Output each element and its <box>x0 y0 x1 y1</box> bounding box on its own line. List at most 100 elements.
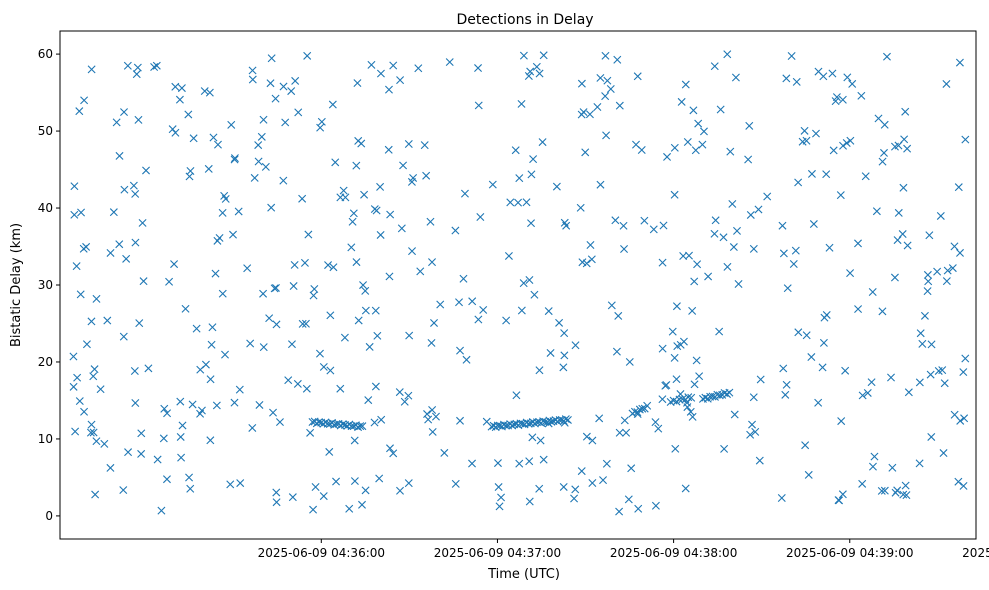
detection-point <box>502 316 511 325</box>
detection-point <box>456 416 465 425</box>
detection-point <box>373 331 382 340</box>
detection-point <box>659 221 668 230</box>
detection-point <box>493 459 502 468</box>
detection-point <box>138 218 147 227</box>
detection-point <box>186 484 195 493</box>
detection-point <box>316 123 325 132</box>
detection-point <box>275 418 284 427</box>
detection-point <box>356 422 365 431</box>
detection-point <box>389 61 398 70</box>
y-tick-label: 50 <box>38 124 53 138</box>
detection-point <box>927 340 936 349</box>
detection-point <box>163 409 172 418</box>
detection-point <box>259 115 268 124</box>
detection-point <box>271 283 280 292</box>
detection-point <box>416 267 425 276</box>
detection-point <box>615 507 624 516</box>
detection-point <box>901 107 910 116</box>
detection-point <box>745 121 754 130</box>
detection-point <box>744 155 753 164</box>
detection-point <box>308 418 317 426</box>
detection-point <box>536 436 545 445</box>
detection-point <box>925 231 934 240</box>
detection-point <box>188 400 197 409</box>
detection-point <box>514 198 523 207</box>
detection-point <box>440 448 449 457</box>
detection-point <box>615 101 624 110</box>
detection-point <box>456 346 465 355</box>
detection-point <box>132 70 141 79</box>
detection-point <box>763 192 772 201</box>
detection-point <box>209 133 218 142</box>
detection-point <box>207 340 216 349</box>
detection-point <box>212 401 221 410</box>
detection-point <box>396 486 405 495</box>
detection-point <box>460 189 469 198</box>
detection-point <box>384 85 393 94</box>
detection-point <box>581 148 590 157</box>
detection-point <box>627 464 636 473</box>
detection-point <box>479 305 488 314</box>
detection-point <box>371 306 380 315</box>
detection-point <box>371 382 380 391</box>
detection-point <box>961 135 970 144</box>
detection-point <box>918 339 927 348</box>
detection-point <box>643 401 652 410</box>
detection-point <box>137 429 146 438</box>
detection-point <box>940 379 949 388</box>
detection-point <box>89 372 98 381</box>
detection-point <box>350 477 359 486</box>
detection-point <box>880 120 889 129</box>
detection-point <box>100 439 109 448</box>
detection-point <box>708 392 717 401</box>
detection-point <box>903 241 912 250</box>
detection-point <box>846 136 855 145</box>
detection-point <box>525 275 534 284</box>
detection-point <box>157 506 166 515</box>
detection-point <box>319 492 328 501</box>
detection-point <box>386 444 394 453</box>
detection-point <box>404 140 413 148</box>
detection-point <box>243 264 252 273</box>
detection-point <box>524 419 533 428</box>
detection-point <box>267 203 276 212</box>
detection-point <box>142 166 151 175</box>
detection-point <box>890 273 899 282</box>
detection-point <box>133 63 142 72</box>
detection-point <box>230 155 239 164</box>
detection-point <box>218 289 227 298</box>
detection-point <box>360 190 369 199</box>
detection-point <box>265 314 274 323</box>
detection-point <box>838 95 847 104</box>
detection-point <box>70 182 79 191</box>
detection-point <box>474 315 483 324</box>
y-tick-label: 10 <box>38 432 53 446</box>
detection-point <box>386 210 395 219</box>
detection-point <box>517 99 526 108</box>
detection-point <box>269 408 278 417</box>
detection-point <box>867 378 876 387</box>
detection-point <box>688 306 697 315</box>
detection-point <box>230 398 239 407</box>
detection-point <box>139 277 148 286</box>
detection-point <box>527 170 536 179</box>
detection-point <box>939 449 948 458</box>
detection-point <box>86 428 95 437</box>
detection-point <box>802 136 811 145</box>
axis-ticks: 2025-06-09 04:36:00 2025-06-09 04:37:00 20… <box>38 47 989 560</box>
detection-point <box>868 462 877 471</box>
detection-point <box>843 73 852 82</box>
detection-point <box>954 183 963 192</box>
detection-point <box>248 66 257 75</box>
detection-point <box>131 189 140 198</box>
detection-point <box>80 407 89 416</box>
y-tick-label: 0 <box>45 509 53 523</box>
detection-point <box>599 476 608 485</box>
detection-point <box>358 500 366 509</box>
detection-point <box>818 363 827 372</box>
detection-point <box>122 254 131 263</box>
detection-point <box>115 240 124 249</box>
detection-point <box>601 51 610 60</box>
detection-point <box>404 479 413 488</box>
detection-point <box>309 291 318 300</box>
